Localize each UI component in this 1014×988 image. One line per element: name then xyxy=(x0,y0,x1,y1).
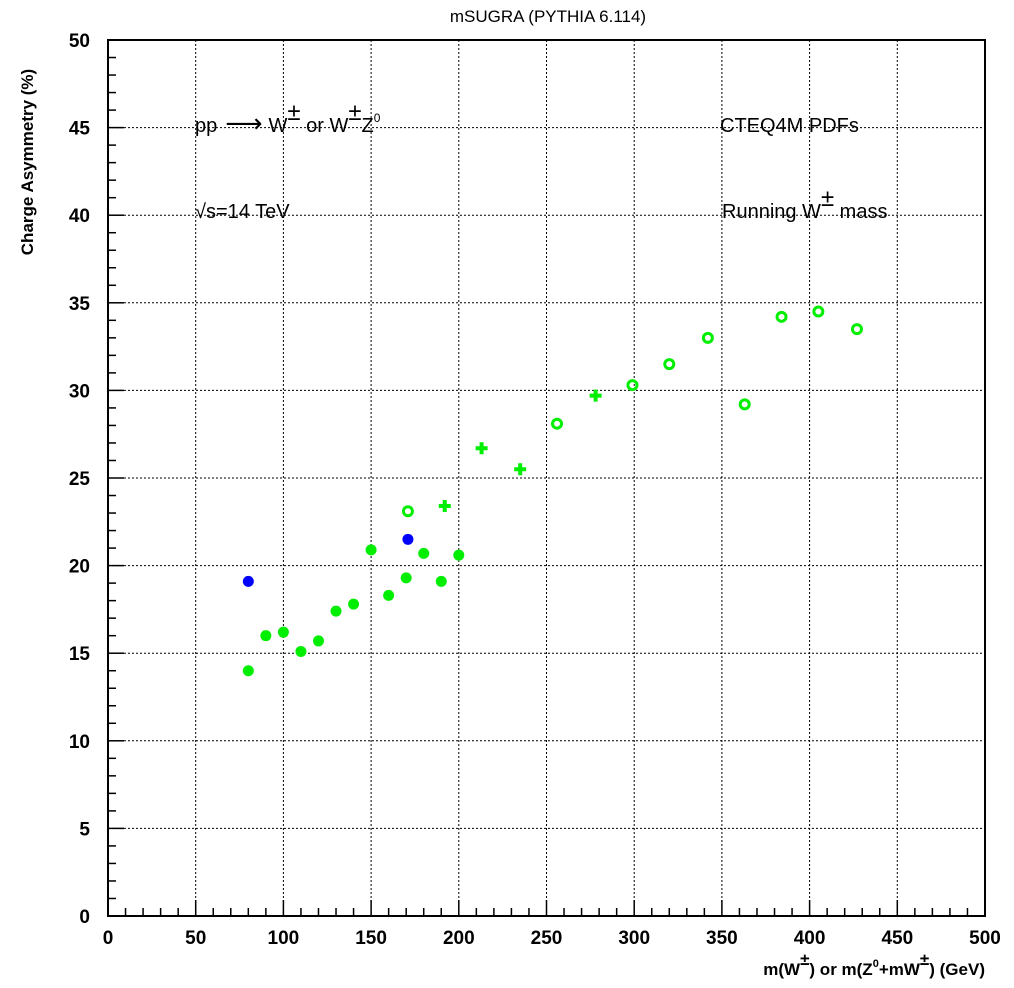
x-axis-label: m(W±) or m(Z0+mW±) (GeV) xyxy=(763,950,985,979)
data-point xyxy=(295,645,307,657)
y-tick-label: 35 xyxy=(69,294,91,315)
data-points xyxy=(242,305,863,677)
data-point xyxy=(330,605,342,617)
y-tick-label: 25 xyxy=(69,469,91,490)
annotation-energy: √s=14 TeV xyxy=(195,201,290,223)
data-point xyxy=(277,626,289,638)
y-tick-labels: 0 5 10 15 20 25 30 35 40 45 50 xyxy=(69,31,91,928)
minor-ticks xyxy=(107,39,986,917)
chart-title: mSUGRA (PYTHIA 6.114) xyxy=(450,7,646,26)
data-point xyxy=(812,305,825,318)
data-point xyxy=(701,331,714,344)
data-point xyxy=(850,323,863,336)
x-tick-label: 100 xyxy=(268,928,300,949)
data-point xyxy=(626,379,639,392)
data-point xyxy=(242,575,254,587)
data-point xyxy=(365,544,377,556)
data-point xyxy=(312,635,324,647)
x-tick-label: 400 xyxy=(794,928,826,949)
x-tick-label: 200 xyxy=(443,928,475,949)
y-tick-label: 5 xyxy=(79,819,90,840)
data-point xyxy=(453,549,465,561)
data-point xyxy=(242,665,254,677)
data-point xyxy=(400,572,412,584)
y-tick-label: 15 xyxy=(69,644,91,665)
data-point xyxy=(260,630,272,642)
data-point xyxy=(551,417,564,430)
annotation-pdf: CTEQ4M PDFs xyxy=(720,115,859,137)
x-tick-label: 0 xyxy=(103,928,114,949)
annotation-process: pp ⟶ W± or W±Z0 xyxy=(195,99,381,138)
x-tick-label: 50 xyxy=(185,928,206,949)
y-tick-label: 45 xyxy=(69,119,91,140)
y-axis-label: Charge Asymmetry (%) xyxy=(18,69,37,255)
x-tick-labels: 0 50 100 150 200 250 300 350 400 450 500 xyxy=(103,928,1001,949)
data-point xyxy=(738,398,751,411)
data-point xyxy=(438,500,451,513)
plot-frame xyxy=(107,39,986,917)
y-tick-label: 20 xyxy=(69,557,90,578)
data-point xyxy=(383,589,395,601)
y-tick-label: 40 xyxy=(69,206,90,227)
data-point xyxy=(589,389,602,402)
x-tick-label: 250 xyxy=(531,928,563,949)
y-tick-label: 30 xyxy=(69,381,90,402)
data-point xyxy=(775,310,788,323)
x-tick-label: 300 xyxy=(618,928,650,949)
x-tick-label: 500 xyxy=(969,928,1001,949)
y-tick-label: 50 xyxy=(69,31,90,52)
grid xyxy=(108,40,985,916)
data-point xyxy=(475,442,488,455)
data-point xyxy=(402,533,414,545)
data-point xyxy=(401,505,414,518)
y-tick-label: 10 xyxy=(69,732,90,753)
y-tick-label: 0 xyxy=(79,907,90,928)
x-tick-label: 150 xyxy=(355,928,387,949)
data-point xyxy=(663,358,676,371)
annotation-mass: Running W± mass xyxy=(722,185,887,223)
data-point xyxy=(418,547,430,559)
data-point xyxy=(435,575,447,587)
data-point xyxy=(514,463,527,476)
x-tick-label: 350 xyxy=(706,928,738,949)
x-tick-label: 450 xyxy=(881,928,913,949)
data-point xyxy=(348,598,360,610)
